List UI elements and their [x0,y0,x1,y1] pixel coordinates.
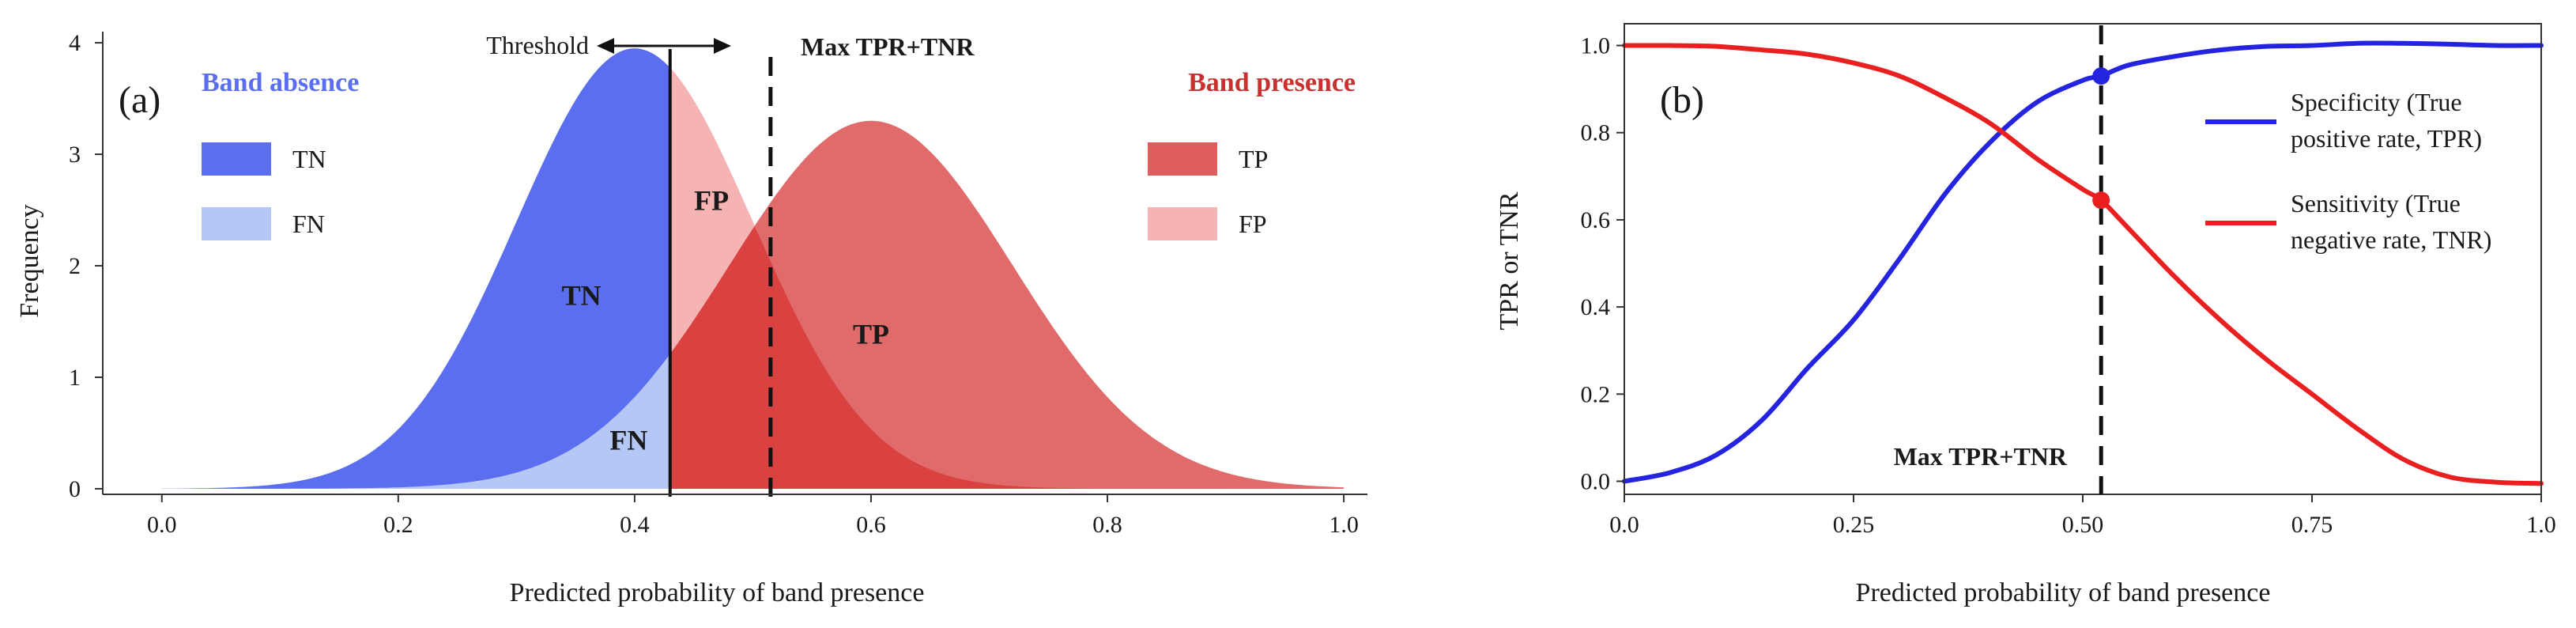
x-tick-label: 0.2 [383,512,413,538]
legend-label-specificity: Specificity (True [2291,88,2462,116]
panel-a-axes [102,32,1367,495]
legend-label-fp: FP [1239,210,1267,238]
panel-a-label: (a) [119,79,160,121]
region-label-fp: FP [694,185,729,217]
y-tick-label: 0.0 [1581,468,1611,494]
region-label-fn: FN [609,425,647,456]
legend-group-0: Band absence [202,68,359,97]
panel-a-region-labels: TN FN FP TP [562,185,889,456]
y-tick-label: 0.8 [1581,120,1611,146]
x-tick-label: 0.4 [620,512,650,538]
panel-a-y-axis-label: Frequency [15,204,44,318]
panel-b: 0.0 0.25 0.50 0.75 1.0 0.0 0.2 0.4 0.6 0.8 1.0 Sp… [1495,23,2556,607]
y-tick-label: 3 [69,142,81,168]
specificity-marker [2092,67,2110,85]
panel-b-max-line-label: Max TPR+TNR [1894,442,2068,471]
panel-a-areas [161,48,1345,490]
panel-b-y-axis-label: TPR or TNR [1495,191,1524,330]
legend-label-specificity: positive rate, TPR) [2291,124,2482,153]
legend-swatch-fn [202,207,271,240]
legend-swatch-tn [202,142,271,176]
y-tick-label: 0 [69,476,81,502]
y-tick-label: 1.0 [1581,33,1611,59]
x-tick-label: 1.0 [2526,512,2556,538]
x-tick-label: 0.6 [856,512,886,538]
x-tick-label: 0.75 [2291,512,2333,538]
specificity-line [1622,40,2544,484]
region-label-tn: TN [562,279,602,311]
x-tick-label: 0.0 [147,512,177,538]
threshold-label: Threshold [486,31,589,59]
legend-label-tn: TN [292,145,326,173]
y-tick-label: 0.2 [1581,381,1611,407]
region-label-tp: TP [853,319,889,350]
area-overlap [669,226,1345,489]
legend-swatch-fp [1148,207,1217,240]
panel-b-markers [2092,67,2110,210]
y-tick-label: 4 [69,30,81,56]
legend-label-tp: TP [1239,145,1268,173]
panel-b-label: (b) [1660,79,1704,121]
legend-group-1: Band presence [1188,68,1356,97]
y-tick-label: 0.6 [1581,207,1611,233]
x-tick-label: 0.0 [1609,512,1639,538]
x-tick-label: 1.0 [1329,512,1359,538]
panel-b-x-ticks: 0.0 0.25 0.50 0.75 1.0 [1609,494,2556,538]
legend-label-sensitivity: negative rate, TNR) [2291,225,2491,254]
legend-swatch-tp [1148,142,1217,176]
panel-b-legend: Specificity (True positive rate, TPR) Sens… [2205,88,2491,254]
arrow-head-left [597,38,614,54]
legend-label-sensitivity: Sensitivity (True [2291,189,2461,218]
panel-a-x-axis-label: Predicted probability of band presence [510,578,925,607]
y-tick-label: 2 [69,253,81,279]
panel-a-y-ticks: 0 1 2 3 4 [69,30,103,502]
legend-label-fn: FN [292,210,325,238]
panel-a-max-line-label: Max TPR+TNR [801,32,975,61]
x-tick-label: 0.25 [1833,512,1875,538]
x-tick-label: 0.50 [2062,512,2104,538]
panel-a-legend: Band absence TN FN Band presence TP FP [202,68,1356,240]
area-fn-overlap [161,354,670,489]
panel-a: 0.0 0.2 0.4 0.6 0.8 1.0 0 1 2 3 4 TN FN FP TP Band a… [15,30,1367,607]
area-tn [161,48,670,490]
panel-b-x-axis-label: Predicted probability of band presence [1856,578,2271,607]
y-tick-label: 1 [69,365,81,391]
x-tick-label: 0.8 [1092,512,1122,538]
y-tick-label: 0.4 [1581,294,1611,320]
sensitivity-marker [2092,191,2110,210]
panel-a-reference-lines [668,47,773,497]
panel-b-y-ticks: 0.0 0.2 0.4 0.6 0.8 1.0 [1581,33,1624,494]
panel-a-x-ticks: 0.0 0.2 0.4 0.6 0.8 1.0 [147,494,1359,538]
arrow-head-right [714,38,731,54]
threshold-double-arrow [597,38,731,54]
